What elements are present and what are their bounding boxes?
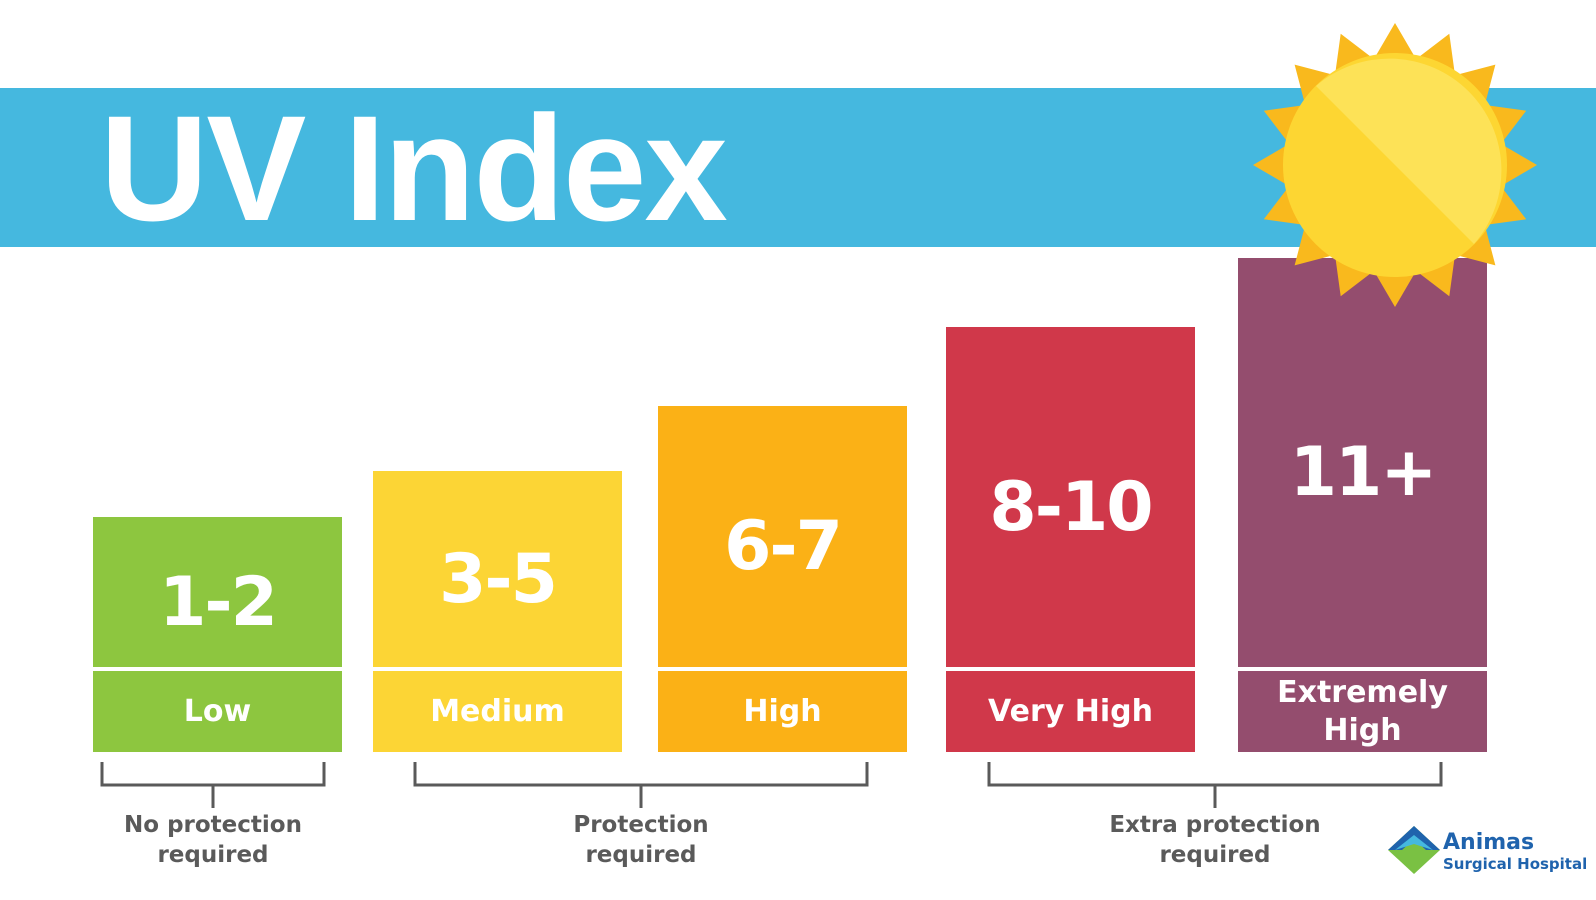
level-bar (373, 471, 622, 667)
level-range: 11+ (1289, 433, 1438, 512)
level-label-box (1238, 671, 1487, 752)
level-label-box (658, 671, 907, 752)
title: UV Index (100, 83, 728, 252)
level-bar (1238, 258, 1487, 667)
level-range: 3-5 (439, 539, 558, 619)
bracket (987, 762, 1443, 808)
level-bar (658, 406, 907, 667)
bracket (413, 762, 869, 808)
level-bar (93, 517, 342, 667)
group-label: No protection required (124, 812, 302, 868)
group-label: Extra protection required (1109, 812, 1321, 868)
logo-subtitle: Surgical Hospital (1443, 855, 1588, 873)
level-label: Medium (430, 693, 565, 729)
level-label: Low (183, 693, 252, 729)
level-bar (946, 327, 1195, 667)
level-label-box (373, 671, 622, 752)
logo-name: Animas (1443, 830, 1535, 855)
level-label: Very High (988, 693, 1153, 729)
level-range: 1-2 (159, 562, 278, 642)
logo-mark (1388, 826, 1440, 874)
level-range: 8-10 (989, 467, 1153, 547)
level-label: Extremely High (1277, 674, 1448, 748)
bracket (100, 762, 326, 808)
sun-highlight (1316, 58, 1502, 244)
group-label: Protection required (573, 812, 709, 868)
level-label-box (93, 671, 342, 752)
level-range: 6-7 (724, 507, 843, 586)
level-label: High (743, 693, 822, 729)
level-label-box (946, 671, 1195, 752)
